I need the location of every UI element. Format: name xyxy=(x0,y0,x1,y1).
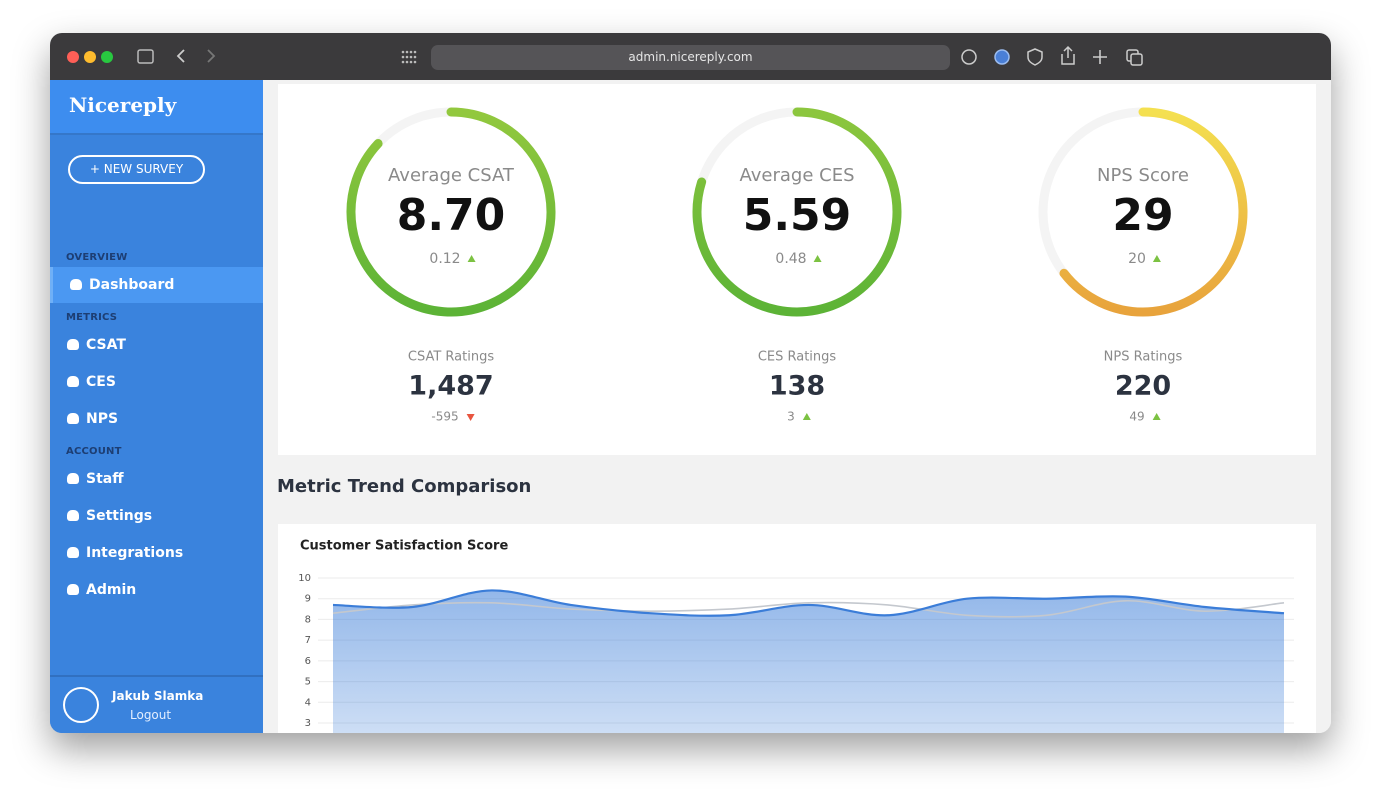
area xyxy=(333,590,1284,733)
ratings-value: 138 xyxy=(769,371,825,402)
menu-icon xyxy=(67,413,79,424)
logout-link[interactable]: Logout xyxy=(130,708,172,722)
gauge-label: Average CSAT xyxy=(388,165,515,186)
browser-toolbar: admin.nicereply.com xyxy=(50,33,1331,80)
user-name: Jakub Slamka xyxy=(112,689,204,703)
url-text: admin.nicereply.com xyxy=(628,50,753,64)
trend-up-arrow xyxy=(813,255,822,262)
gauge-label: NPS Score xyxy=(1097,165,1189,186)
menu-section-title: OVERVIEW xyxy=(66,252,128,263)
y-tick-label: 7 xyxy=(305,635,311,646)
gauge-label: Average CES xyxy=(739,165,854,186)
trend-down-arrow xyxy=(466,414,475,421)
menu-item[interactable]: Admin xyxy=(50,572,263,608)
menu-icon xyxy=(67,547,79,558)
menu-icon xyxy=(67,376,79,387)
gauge-change: 0.48 xyxy=(775,251,806,267)
browser-window: admin.nicereply.com Nicereply + NEW SURV… xyxy=(50,33,1331,733)
minimize-button[interactable] xyxy=(84,51,96,63)
sidebar: Nicereply + NEW SURVEY Jakub Slamka Logo… xyxy=(50,80,263,733)
new-survey-button[interactable]: + NEW SURVEY xyxy=(68,155,205,184)
ratings-value: 220 xyxy=(1115,371,1171,402)
trend-up-arrow xyxy=(802,413,811,420)
menu-label: NPS xyxy=(86,411,119,427)
menu-label: Staff xyxy=(86,471,124,487)
avatar xyxy=(63,687,99,723)
back-button[interactable] xyxy=(176,49,185,63)
gauge-arc xyxy=(346,107,556,317)
trend-up-arrow xyxy=(467,255,476,262)
y-tick-label: 4 xyxy=(305,697,311,708)
tab-grid[interactable] xyxy=(401,50,417,64)
menu-icon xyxy=(67,510,79,521)
forward-button[interactable] xyxy=(207,49,216,63)
menu-item[interactable]: Staff xyxy=(50,461,263,497)
y-tick-label: 6 xyxy=(305,656,311,667)
ratings-label: CSAT Ratings xyxy=(408,350,494,365)
menu-label: CSAT xyxy=(86,337,126,353)
address-bar[interactable]: admin.nicereply.com xyxy=(431,45,950,70)
gauge-value: 8.70 xyxy=(397,190,506,241)
logo[interactable]: Nicereply xyxy=(69,93,177,117)
gauges: Average CSAT 8.70 0.12 CSAT Ratings 1,487 -59… xyxy=(346,107,1248,424)
menu-label: Admin xyxy=(86,582,137,598)
main-content: Average CSAT 8.70 0.12 CSAT Ratings 1,487 -59… xyxy=(263,80,1331,733)
ratings-label: NPS Ratings xyxy=(1104,350,1183,365)
menu-label: Settings xyxy=(86,508,153,524)
section-title: Metric Trend Comparison xyxy=(277,476,532,497)
privacy-icon[interactable] xyxy=(1027,48,1043,66)
extension-icon[interactable] xyxy=(994,49,1010,65)
trend-up-arrow xyxy=(1152,413,1161,420)
gauge-arc xyxy=(1059,107,1248,317)
chart: Customer Satisfaction Score 3 4 5 6 7 8 9 10 xyxy=(298,539,1294,733)
gauge-value: 5.59 xyxy=(743,190,852,241)
user-panel: Jakub Slamka Logout xyxy=(50,675,263,733)
menu-item[interactable]: Integrations xyxy=(50,535,263,571)
logo-area: Nicereply xyxy=(50,80,263,135)
menu-section-title: ACCOUNT xyxy=(66,446,122,457)
menu-item[interactable]: NPS xyxy=(50,401,263,437)
menu-label: CES xyxy=(86,374,116,390)
y-tick-label: 10 xyxy=(298,573,311,584)
menu-item[interactable]: CES xyxy=(50,364,263,400)
menu-item[interactable]: Settings xyxy=(50,498,263,534)
menu-label: Integrations xyxy=(86,545,184,561)
gauge-arc xyxy=(692,107,902,317)
menu-icon xyxy=(67,584,79,595)
chart-card: Customer Satisfaction Score 3 4 5 6 7 8 9 10 xyxy=(278,524,1316,733)
sidebar-toggle[interactable] xyxy=(137,49,154,64)
menu-icon xyxy=(67,339,79,350)
ratings-value: 1,487 xyxy=(408,371,493,402)
y-tick-label: 3 xyxy=(305,718,311,729)
tabs-overview-back xyxy=(1130,53,1143,66)
share-button[interactable] xyxy=(1061,45,1075,65)
ratings-change: 49 xyxy=(1129,410,1144,424)
gauge-change: 0.12 xyxy=(429,251,460,267)
new-tab-button[interactable] xyxy=(1093,50,1107,64)
menu-item[interactable]: CSAT xyxy=(50,327,263,363)
menu-icon xyxy=(70,279,82,290)
metrics-card: Average CSAT 8.70 0.12 CSAT Ratings 1,487 -59… xyxy=(278,84,1316,455)
line xyxy=(332,599,1285,618)
y-tick-label: 8 xyxy=(305,614,311,625)
chart-title: Customer Satisfaction Score xyxy=(300,539,508,554)
menu-item[interactable]: Dashboard xyxy=(50,267,263,303)
y-tick-label: 9 xyxy=(305,594,311,605)
gauge-value: 29 xyxy=(1112,190,1173,241)
close-button[interactable] xyxy=(67,51,79,63)
menu-section-title: METRICS xyxy=(66,312,118,323)
menu-icon xyxy=(67,473,79,484)
trend-up-arrow xyxy=(1152,255,1161,262)
y-tick-label: 5 xyxy=(305,677,311,688)
ratings-label: CES Ratings xyxy=(758,350,837,365)
ratings-change: -595 xyxy=(431,410,458,424)
zoom-button[interactable] xyxy=(101,51,113,63)
ratings-change: 3 xyxy=(787,410,795,424)
downloads-button[interactable] xyxy=(961,49,977,65)
gauge-change: 20 xyxy=(1128,251,1146,267)
menu-label: Dashboard xyxy=(89,277,175,293)
line xyxy=(332,589,1285,617)
